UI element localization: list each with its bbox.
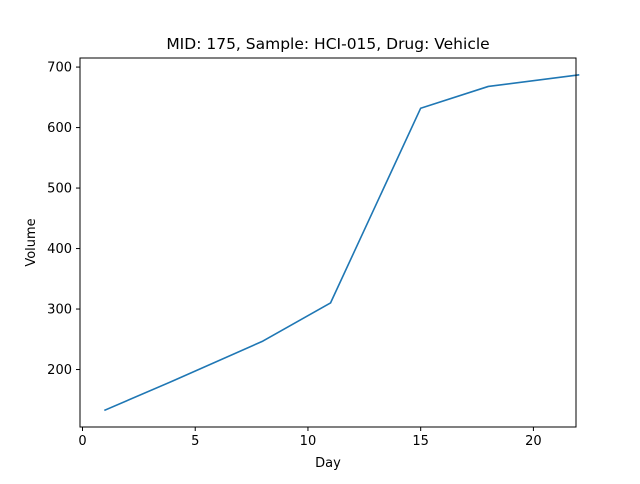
y-tick-label: 500 bbox=[47, 182, 72, 197]
series-line-0 bbox=[103, 74, 580, 412]
y-axis-label: Volume bbox=[24, 218, 39, 266]
x-axis: 0 5 10 15 20 bbox=[78, 427, 542, 449]
y-tick-label: 600 bbox=[47, 121, 72, 136]
x-tick-label: 0 bbox=[78, 434, 86, 449]
chart-title: MID: 175, Sample: HCI-015, Drug: Vehicle bbox=[166, 35, 489, 53]
x-tick-label: 5 bbox=[191, 434, 199, 449]
plot-frame bbox=[79, 57, 577, 428]
y-tick-label: 400 bbox=[47, 242, 72, 257]
y-axis: 200 300 400 500 600 700 bbox=[47, 61, 80, 378]
x-tick-label: 10 bbox=[300, 434, 317, 449]
y-tick-label: 300 bbox=[47, 303, 72, 318]
x-tick-label: 15 bbox=[412, 434, 429, 449]
plot-area bbox=[103, 74, 580, 412]
x-tick-label: 20 bbox=[525, 434, 542, 449]
y-tick-label: 700 bbox=[47, 61, 72, 76]
y-tick-label: 200 bbox=[47, 363, 72, 378]
x-axis-label: Day bbox=[315, 456, 341, 471]
